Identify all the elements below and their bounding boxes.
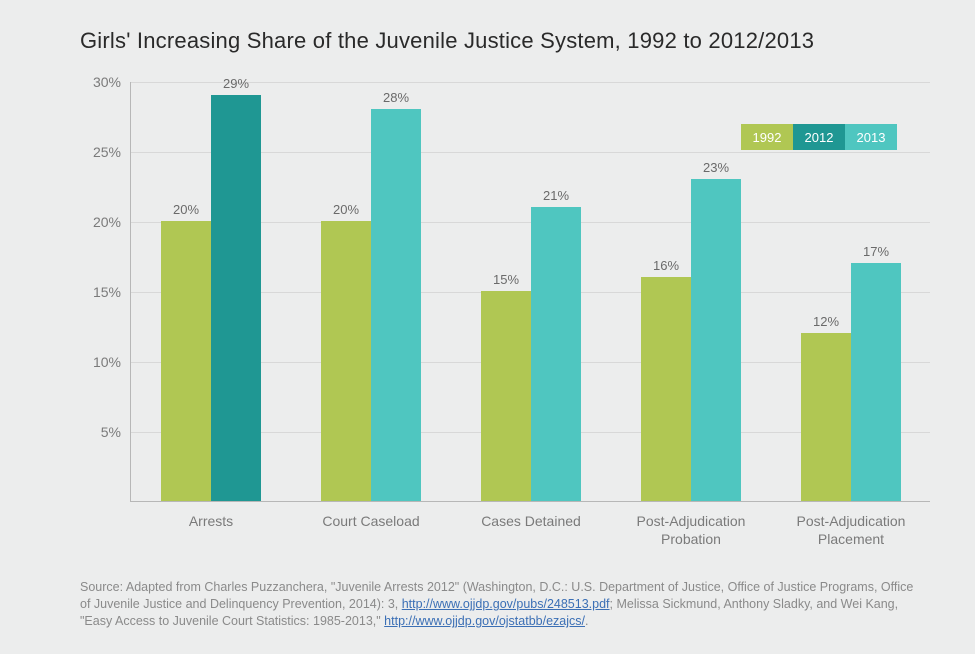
chart-category-group: 15%21% [481,207,581,501]
chart-bar-value-label: 29% [223,76,249,95]
chart-legend-item: 2012 [793,124,845,150]
x-axis-tick-label: Cases Detained [461,501,601,531]
chart-bar-value-label: 17% [863,244,889,263]
chart-bar: 20% [321,221,371,501]
x-axis-tick-label: Post-Adjudication Placement [781,501,921,548]
chart-bar-value-label: 16% [653,258,679,277]
chart-bar-value-label: 21% [543,188,569,207]
y-axis-tick-label: 10% [93,354,131,370]
chart-title: Girls' Increasing Share of the Juvenile … [80,28,935,54]
chart-bar: 21% [531,207,581,501]
chart-bar-value-label: 20% [173,202,199,221]
chart-category-group: 16%23% [641,179,741,501]
source-text: . [585,614,588,628]
x-axis-tick-label: Arrests [141,501,281,531]
chart-bar: 23% [691,179,741,501]
x-axis-tick-label: Court Caseload [301,501,441,531]
y-axis-tick-label: 30% [93,74,131,90]
chart-bar: 29% [211,95,261,501]
y-axis-tick-label: 20% [93,214,131,230]
chart-bar-value-label: 15% [493,272,519,291]
chart-plot-area: 5%10%15%20%25%30%20%29%Arrests20%28%Cour… [130,82,930,502]
source-link-2[interactable]: http://www.ojjdp.gov/ojstatbb/ezajcs/ [384,614,585,628]
chart-bar: 28% [371,109,421,501]
chart-category-group: 20%28% [321,109,421,501]
y-axis-tick-label: 5% [101,424,131,440]
source-link-1[interactable]: http://www.ojjdp.gov/pubs/248513.pdf [402,597,610,611]
chart-bar: 15% [481,291,531,501]
x-axis-tick-label: Post-Adjudication Probation [621,501,761,548]
chart-gridline [131,82,930,83]
chart-legend: 199220122013 [741,124,897,150]
chart-bar: 17% [851,263,901,501]
chart-bar-value-label: 23% [703,160,729,179]
chart-bar-value-label: 28% [383,90,409,109]
source-citation: Source: Adapted from Charles Puzzanchera… [80,579,920,630]
chart-bar: 20% [161,221,211,501]
chart-bar: 12% [801,333,851,501]
chart-category-group: 20%29% [161,95,261,501]
chart-legend-item: 1992 [741,124,793,150]
y-axis-tick-label: 25% [93,144,131,160]
y-axis-tick-label: 15% [93,284,131,300]
chart-bar-value-label: 12% [813,314,839,333]
chart-category-group: 12%17% [801,263,901,501]
chart-bar-value-label: 20% [333,202,359,221]
chart-bar: 16% [641,277,691,501]
chart: 5%10%15%20%25%30%20%29%Arrests20%28%Cour… [80,72,940,542]
chart-legend-item: 2013 [845,124,897,150]
